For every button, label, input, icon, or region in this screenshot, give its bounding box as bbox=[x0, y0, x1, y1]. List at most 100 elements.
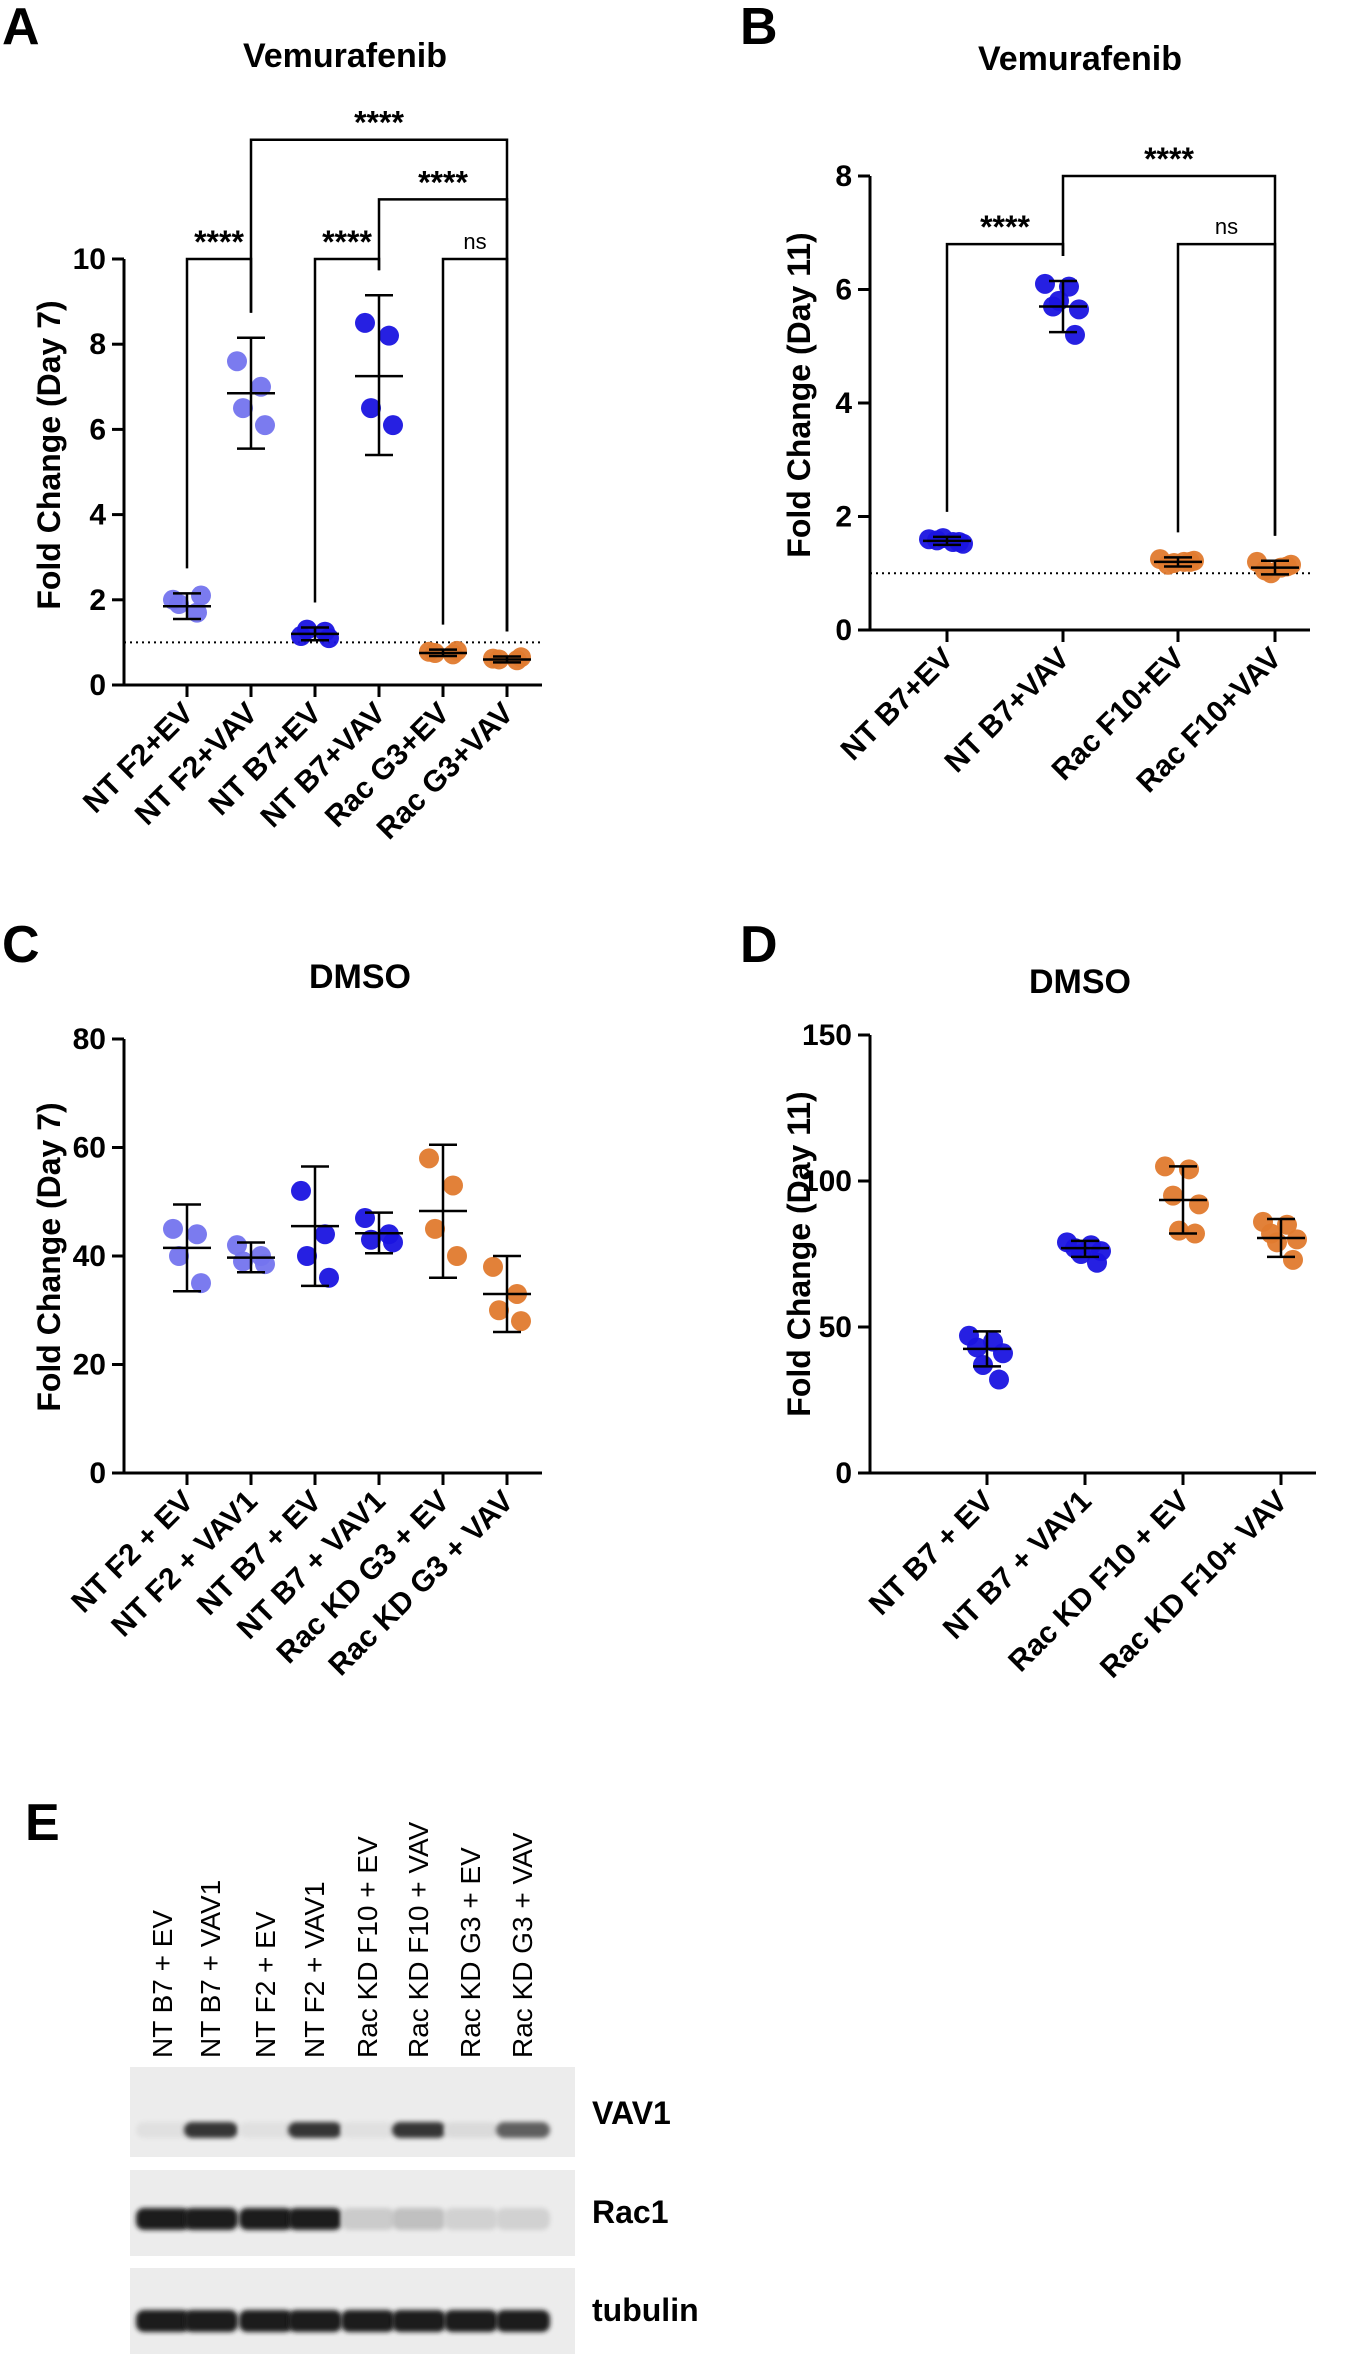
chart-c-ylabel: Fold Change (Day 7) bbox=[31, 1102, 67, 1411]
blot-band bbox=[496, 2310, 550, 2332]
chart-b-ytick-label: 6 bbox=[835, 274, 852, 307]
chart-b-ytick-label: 2 bbox=[835, 501, 852, 534]
chart-a-data-point bbox=[319, 628, 339, 649]
chart-d-ytick-label: 50 bbox=[819, 1311, 852, 1344]
chart-c-data-point bbox=[489, 1300, 509, 1321]
chart-d-data-point bbox=[1163, 1185, 1183, 1206]
chart-a-significance-label: **** bbox=[418, 164, 468, 200]
chart-a-significance-label: **** bbox=[194, 224, 244, 260]
panel-letter-d: D bbox=[740, 916, 778, 974]
chart-c-data-point bbox=[319, 1267, 339, 1288]
blot-band bbox=[444, 2122, 498, 2138]
blot-strip-vav1 bbox=[130, 2067, 575, 2157]
chart-b-significance-label: **** bbox=[1144, 141, 1194, 177]
blot-band bbox=[184, 2208, 238, 2230]
chart-c-data-point bbox=[361, 1229, 381, 1250]
blot-band bbox=[341, 2122, 395, 2138]
blot-band bbox=[288, 2310, 342, 2332]
chart-d-ylabel: Fold Change (Day 11) bbox=[781, 1091, 817, 1416]
chart-a-ytick-label: 10 bbox=[73, 243, 106, 276]
chart-d-category-label: Rac KD F10 + EV bbox=[1002, 1485, 1196, 1679]
chart-d-data-point bbox=[1155, 1156, 1175, 1177]
chart-c-data-point bbox=[227, 1235, 247, 1256]
chart-c-data-point bbox=[169, 1246, 189, 1266]
chart-d-ytick-label: 0 bbox=[835, 1457, 852, 1490]
chart-c-data-point bbox=[191, 1273, 211, 1294]
blot-lane-label: NT B7 + EV bbox=[147, 1910, 178, 2058]
chart-a-ytick-label: 0 bbox=[89, 669, 106, 702]
chart-d-ytick-label: 100 bbox=[802, 1165, 852, 1198]
chart-d-ytick-label: 150 bbox=[802, 1019, 852, 1052]
chart-a-data-point bbox=[447, 640, 467, 661]
chart-a-significance-bracket bbox=[313, 257, 381, 603]
chart-d-data-point bbox=[989, 1369, 1009, 1390]
blot-band-label: VAV1 bbox=[592, 2095, 671, 2131]
chart-a-ytick-label: 6 bbox=[89, 413, 106, 446]
chart-b-data-point bbox=[1065, 324, 1085, 345]
panel-letter-b: B bbox=[740, 0, 778, 56]
chart-c-data-point bbox=[483, 1256, 503, 1277]
chart-a-significance-bracket bbox=[441, 257, 509, 632]
chart-a-data-point bbox=[383, 415, 403, 436]
chart-a-data-point bbox=[191, 585, 211, 606]
blot-lane-label: Rac KD G3 + VAV bbox=[507, 1832, 538, 2058]
blot-lane-label: Rac KD G3 + EV bbox=[455, 1847, 486, 2058]
chart-c-ytick-label: 0 bbox=[89, 1457, 106, 1490]
chart-d-data-point bbox=[1283, 1249, 1303, 1270]
chart-b-ytick-label: 4 bbox=[835, 387, 852, 420]
chart-c-data-point bbox=[291, 1180, 311, 1201]
blot-band-label: Rac1 bbox=[592, 2194, 669, 2230]
chart-a-title: Vemurafenib bbox=[243, 37, 447, 75]
chart-d-category-label: Rac KD F10+ VAV bbox=[1094, 1485, 1294, 1685]
chart-a-significance-label: **** bbox=[322, 224, 372, 260]
blot-band bbox=[239, 2310, 293, 2332]
chart-a-significance-label: ns bbox=[463, 229, 486, 254]
chart-c-data-point bbox=[187, 1224, 207, 1245]
blot-band bbox=[444, 2310, 498, 2332]
chart-a-significance-label: **** bbox=[354, 105, 404, 141]
blot-lane-label: NT B7 + VAV1 bbox=[195, 1880, 226, 2058]
panel-letter-e: E bbox=[25, 1794, 60, 1852]
chart-c-data-point bbox=[255, 1254, 275, 1275]
chart-d-data-point bbox=[1287, 1229, 1307, 1250]
chart-a-ytick-label: 4 bbox=[89, 499, 106, 532]
chart-a-data-point bbox=[227, 351, 247, 372]
chart-d-data-point bbox=[1189, 1194, 1209, 1215]
chart-c-title: DMSO bbox=[309, 958, 411, 996]
blot-band bbox=[496, 2208, 550, 2230]
blot-band bbox=[239, 2208, 293, 2230]
blot-band bbox=[392, 2122, 446, 2138]
blot-band bbox=[136, 2310, 190, 2332]
panel-letter-c: C bbox=[2, 916, 40, 974]
chart-d-data-point bbox=[973, 1354, 993, 1375]
chart-b-data-point bbox=[1035, 273, 1055, 294]
chart-b-significance-bracket bbox=[1176, 242, 1277, 536]
blot-lane-label: NT F2 + EV bbox=[250, 1911, 281, 2058]
chart-c-data-point bbox=[163, 1218, 183, 1239]
blot-band bbox=[392, 2310, 446, 2332]
chart-c-ytick-label: 60 bbox=[73, 1132, 106, 1165]
chart-c-data-point bbox=[443, 1175, 463, 1196]
chart-a-data-point bbox=[169, 594, 189, 615]
chart-b-ytick-label: 0 bbox=[835, 614, 852, 647]
chart-b-data-point bbox=[1049, 290, 1069, 311]
chart-a-data-point bbox=[361, 398, 381, 419]
chart-a-data-point bbox=[379, 325, 399, 346]
chart-b-significance-label: ns bbox=[1215, 214, 1238, 239]
chart-a-ytick-label: 8 bbox=[89, 328, 106, 361]
chart-b-ylabel: Fold Change (Day 11) bbox=[781, 232, 817, 557]
chart-a-data-point bbox=[255, 415, 275, 436]
blot-band bbox=[184, 2122, 238, 2138]
chart-a-data-point bbox=[251, 376, 271, 397]
chart-c-data-point bbox=[383, 1232, 403, 1253]
chart-d-data-point bbox=[967, 1337, 987, 1358]
chart-b-data-point bbox=[1069, 299, 1089, 320]
chart-b-category-label: NT B7+EV bbox=[835, 642, 960, 767]
panel-letter-a: A bbox=[2, 0, 40, 56]
blot-band-label: tubulin bbox=[592, 2292, 699, 2328]
blot-band bbox=[496, 2122, 550, 2138]
